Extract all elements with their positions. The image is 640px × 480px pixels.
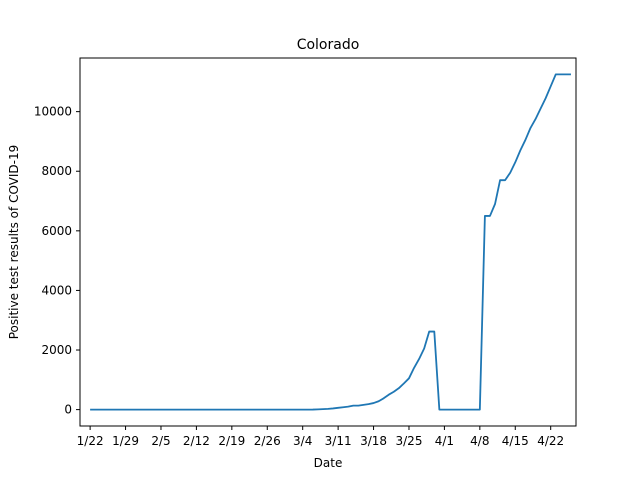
x-tick-label: 2/19 [218, 434, 245, 448]
x-tick-label: 4/22 [537, 434, 564, 448]
x-tick-label: 1/22 [77, 434, 104, 448]
y-tick-label: 10000 [34, 105, 72, 119]
plot-frame [79, 57, 577, 427]
y-tick-label: 4000 [41, 283, 72, 297]
x-axis-ticks: 1/22 1/29 2/5 2/12 2/19 2/26 3/4 3/11 3/18 3/25 4/… [77, 426, 564, 448]
x-tick-label: 4/8 [470, 434, 489, 448]
y-tick-label: 0 [64, 403, 72, 417]
y-axis-ticks: 0 2000 4000 6000 8000 10000 [34, 105, 80, 417]
y-tick-label: 8000 [41, 164, 72, 178]
x-tick-label: 4/1 [435, 434, 454, 448]
series-line [90, 73, 571, 411]
x-tick-label: 4/15 [502, 434, 529, 448]
x-tick-label: 2/26 [254, 434, 281, 448]
x-tick-label: 2/12 [183, 434, 210, 448]
x-axis-label: Date [314, 456, 343, 470]
x-tick-label: 3/18 [360, 434, 387, 448]
x-tick-label: 3/4 [293, 434, 312, 448]
x-tick-label: 1/29 [112, 434, 139, 448]
x-tick-label: 2/5 [151, 434, 170, 448]
x-tick-label: 3/25 [396, 434, 423, 448]
x-tick-label: 3/11 [325, 434, 352, 448]
y-tick-label: 6000 [41, 224, 72, 238]
y-tick-label: 2000 [41, 343, 72, 357]
y-axis-label: Positive test results of COVID-19 [7, 145, 21, 340]
chart-title: Colorado [297, 37, 360, 53]
